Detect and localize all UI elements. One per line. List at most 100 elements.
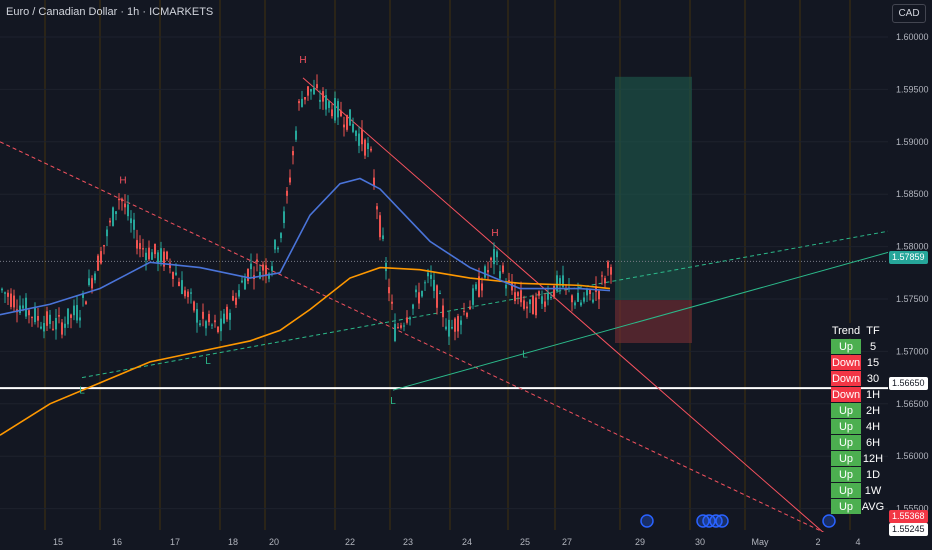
event-icon — [702, 514, 716, 528]
candle-body — [337, 101, 339, 118]
candle-body — [238, 290, 240, 297]
candle-body — [514, 292, 516, 302]
candle-body — [571, 295, 573, 303]
trend-row: Up 12H — [831, 451, 885, 466]
candle-body — [439, 293, 441, 295]
candle-body — [118, 198, 120, 201]
candle-body — [229, 312, 231, 320]
candle-body — [139, 243, 141, 250]
candle-body — [106, 229, 108, 237]
price-tick-label: 1.56000 — [896, 451, 929, 461]
candle-body — [157, 252, 159, 264]
time-tick-label: 16 — [112, 537, 122, 547]
candle-body — [127, 204, 129, 217]
time-tick-label: 18 — [228, 537, 238, 547]
candle-body — [145, 252, 147, 261]
candle-body — [283, 211, 285, 223]
event-icon — [715, 514, 729, 528]
currency-button[interactable]: CAD — [892, 4, 926, 23]
candle-body — [331, 109, 333, 117]
time-tick-label: 29 — [635, 537, 645, 547]
trend-cell: Up — [831, 339, 861, 354]
level-price-label: 1.56650 — [889, 377, 928, 390]
swing-low-label: L — [390, 396, 396, 407]
candle-body — [487, 270, 489, 273]
candle-body — [136, 240, 138, 249]
chart-title: Euro / Canadian Dollar · 1h · ICMARKETS — [6, 6, 214, 18]
candle-body — [34, 307, 36, 323]
candle-body — [364, 139, 366, 156]
price-tick-label: 1.57000 — [896, 346, 929, 356]
candle-body — [277, 247, 279, 250]
candle-body — [436, 285, 438, 308]
candle-body — [481, 283, 483, 291]
candle-body — [25, 297, 27, 317]
candle-body — [97, 255, 99, 271]
trend-table: Trend TF Up 5 Down 15 Down 30 Down 1H Up 2H U… — [831, 322, 885, 515]
candle-body — [592, 299, 594, 303]
candle-body — [352, 124, 354, 132]
candle-body — [298, 101, 300, 104]
candle-body — [79, 317, 81, 321]
price-tick-label: 1.60000 — [896, 32, 929, 42]
candle-body — [190, 292, 192, 294]
candle-body — [454, 318, 456, 332]
time-tick-label: 4 — [855, 537, 860, 547]
candle-body — [544, 301, 546, 307]
swing-low-label: L — [522, 350, 528, 361]
time-tick-label: 15 — [53, 537, 63, 547]
price-tick-label: 1.59500 — [896, 84, 929, 94]
price-tick-label: 1.57500 — [896, 294, 929, 304]
candle-body — [433, 279, 435, 291]
candle-body — [193, 301, 195, 311]
price-tick-label: 1.55500 — [896, 504, 929, 514]
candle-body — [76, 305, 78, 321]
candle-body — [349, 109, 351, 126]
trend-table-header: Trend TF — [831, 323, 885, 338]
candle-body — [604, 278, 606, 284]
candle-body — [256, 259, 258, 262]
candle-body — [175, 272, 177, 275]
trend-row: Up 5 — [831, 339, 885, 354]
candle-body — [409, 317, 411, 320]
candle-body — [370, 148, 372, 151]
candle-body — [430, 274, 432, 279]
candle-body — [1, 288, 3, 291]
candle-body — [100, 251, 102, 264]
candle-body — [313, 87, 315, 95]
candle-body — [469, 306, 471, 310]
candle-body — [46, 311, 48, 326]
candle-body — [559, 278, 561, 284]
tf-cell: 1W — [864, 484, 882, 497]
candle-body — [319, 99, 321, 102]
time-tick-label: 23 — [403, 537, 413, 547]
candle-body — [142, 248, 144, 250]
candle-body — [556, 275, 558, 292]
tf-cell: 30 — [866, 372, 880, 385]
trend-cell: Up — [831, 419, 861, 434]
candle-body — [334, 98, 336, 121]
candle-body — [73, 305, 75, 316]
candle-body — [112, 207, 114, 226]
candle-body — [532, 295, 534, 315]
candle-body — [412, 304, 414, 309]
time-tick-label: 25 — [520, 537, 530, 547]
price-tick-label: 1.56500 — [896, 399, 929, 409]
candle-body — [367, 143, 369, 150]
candle-body — [286, 190, 288, 196]
candle-body — [400, 325, 402, 328]
candle-body — [562, 275, 564, 287]
trend-cell: Up — [831, 499, 861, 514]
candle-body — [163, 251, 165, 267]
candle-body — [511, 282, 513, 291]
candle-body — [421, 291, 423, 297]
candle-body — [490, 257, 492, 261]
candle-body — [37, 316, 39, 321]
candle-body — [517, 292, 519, 297]
candle-body — [610, 267, 612, 275]
trend-cell: Down — [831, 371, 861, 386]
time-tick-label: 20 — [269, 537, 279, 547]
candle-body — [418, 292, 420, 304]
candle-body — [415, 289, 417, 293]
